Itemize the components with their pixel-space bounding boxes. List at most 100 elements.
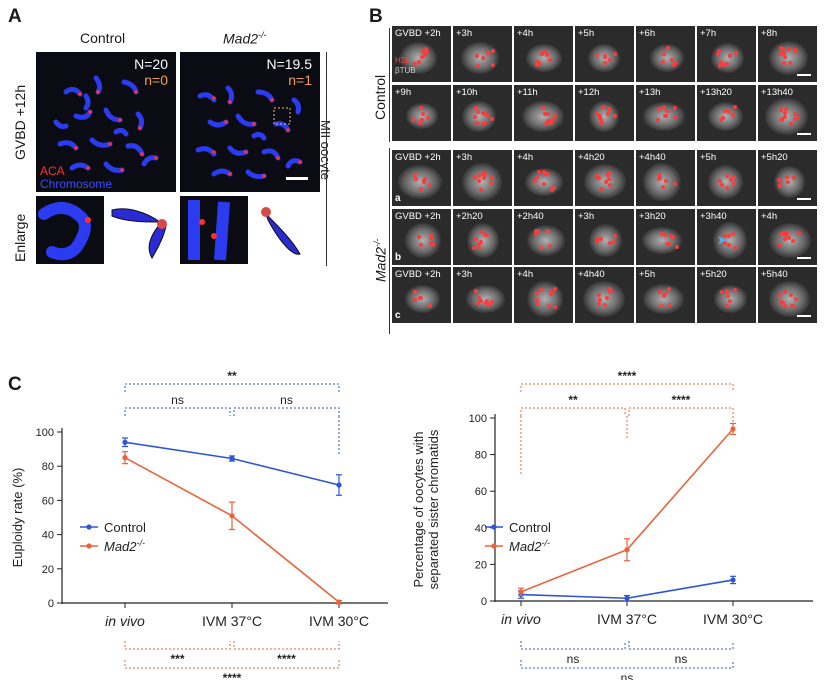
mad2-micrograph: N=19.5 n=1 <box>180 52 320 192</box>
significance-label: **** <box>672 393 691 407</box>
data-point <box>624 595 630 601</box>
spindle-blob <box>526 225 566 256</box>
series-line <box>124 441 340 486</box>
legend-label: Mad2-/- <box>104 538 145 554</box>
chromosome-dot <box>546 303 551 308</box>
frame-time-label: +9h <box>395 86 412 98</box>
y-axis-label: Percentage of oocytes with <box>411 431 426 587</box>
chromosome-dot <box>474 53 479 58</box>
chromosome-dot <box>600 104 605 109</box>
chromosome-dot <box>794 297 799 302</box>
data-point <box>229 513 235 519</box>
control-micrograph: N=20 n=0 ACA Chromosome <box>36 52 176 192</box>
significance-bracket <box>520 660 734 669</box>
frame-time-label: +5h20 <box>761 152 788 163</box>
chromosome-dot <box>663 291 668 296</box>
chromosome-dot <box>430 242 435 247</box>
chromosome-dot <box>795 115 800 120</box>
spindle-blob <box>643 163 681 201</box>
significance-label: **** <box>277 652 296 666</box>
chromosome-dot <box>731 232 736 237</box>
chromosome-dot <box>535 298 540 303</box>
chromosome-dot <box>412 297 417 302</box>
chromosome-dot <box>488 181 493 186</box>
panel-a-label: A <box>8 6 22 27</box>
chromosome-dot <box>789 121 794 126</box>
chromosome-dot <box>552 304 557 309</box>
chromosome-dot <box>546 228 551 233</box>
chromosome-dot <box>479 230 484 235</box>
chromosome-dot <box>661 104 666 109</box>
chromosome-dot <box>782 54 787 59</box>
data-point <box>122 439 128 445</box>
chromosome-dot <box>608 240 613 245</box>
frame-time-label: +3h <box>578 210 595 222</box>
data-point <box>336 482 342 488</box>
chromosome-dot <box>538 61 543 66</box>
chromosome-dot <box>477 245 482 250</box>
mad2-sup: -/- <box>258 30 267 40</box>
data-point <box>518 589 524 595</box>
spindle-blob <box>712 221 748 260</box>
timelapse-frame: +5h <box>575 26 634 82</box>
mad2-enlarge-image <box>188 200 230 261</box>
control-chromosomes <box>53 75 159 173</box>
chromosome-dot <box>604 179 609 184</box>
significance-label: ns <box>621 671 634 680</box>
chromosome-dot <box>791 175 796 180</box>
chromosome-dot <box>533 178 538 183</box>
data-point <box>730 577 736 583</box>
chromosome-dot <box>721 63 726 68</box>
chromosome-dot <box>481 172 486 177</box>
chromosome-dot <box>663 232 667 237</box>
timelapse-frame: +13h40 <box>758 84 817 141</box>
chromosome-dot <box>543 112 548 117</box>
chromosome-dot <box>412 172 417 177</box>
chromosome-dot <box>607 107 612 112</box>
timelapse-frame: +13h <box>636 84 695 141</box>
control-enlarge-image <box>38 202 91 261</box>
x-tick-label: IVM 37°C <box>202 613 262 629</box>
chromosome-dot <box>483 120 488 125</box>
chromosome-dot <box>473 289 478 294</box>
chromosome-dot <box>429 240 434 245</box>
chromosome-dot <box>785 175 790 180</box>
chromosome-dot <box>542 105 547 110</box>
chromosome-dot <box>724 174 729 179</box>
chromosome-dot <box>778 46 783 51</box>
chromosome-dot <box>420 55 425 60</box>
scale-bar <box>286 177 308 180</box>
frame-time-label: +3h <box>456 269 473 280</box>
significance-label: ** <box>227 370 237 383</box>
frame-time-label: +13h <box>639 86 661 98</box>
mad2-chromosomes <box>195 85 303 179</box>
mad2-schematic <box>261 207 301 255</box>
spindle-blob <box>768 40 809 76</box>
chromosome-dot <box>482 232 487 237</box>
chromosome-dot <box>474 236 479 241</box>
row-tag: b <box>395 251 402 263</box>
chromosome-dot <box>787 46 792 51</box>
chromosome-dot <box>732 246 737 251</box>
timelapse-frame: GVBD +2h a <box>392 150 451 206</box>
chromosome-dot <box>417 235 422 240</box>
significance-bracket <box>628 641 734 650</box>
panel-b-label: B <box>369 6 383 27</box>
chromosome-dot <box>780 300 785 305</box>
data-point <box>336 599 342 605</box>
chromosome-dot <box>412 289 417 294</box>
frame-time-label: +4h40 <box>578 269 605 280</box>
chromosome-dot <box>549 289 554 294</box>
chromosome-dot <box>481 121 486 126</box>
euploidy-chart: 0 20 40 60 80 100 in vivo IVM 37°C IVM 30°C Euplo… <box>10 370 388 680</box>
chromosome-dot <box>423 53 428 58</box>
chromosome-dot <box>548 120 553 125</box>
chromosome-dot <box>777 184 782 189</box>
chromosome-dot <box>657 177 662 182</box>
timelapse-frame: +5h40 <box>758 267 817 323</box>
chromosome-dot <box>611 240 616 245</box>
spindle-blob <box>460 42 499 74</box>
chromosome-dot <box>472 246 477 251</box>
frame-time-label: +12h <box>578 86 600 98</box>
x-tick-label: IVM 37°C <box>597 611 657 627</box>
